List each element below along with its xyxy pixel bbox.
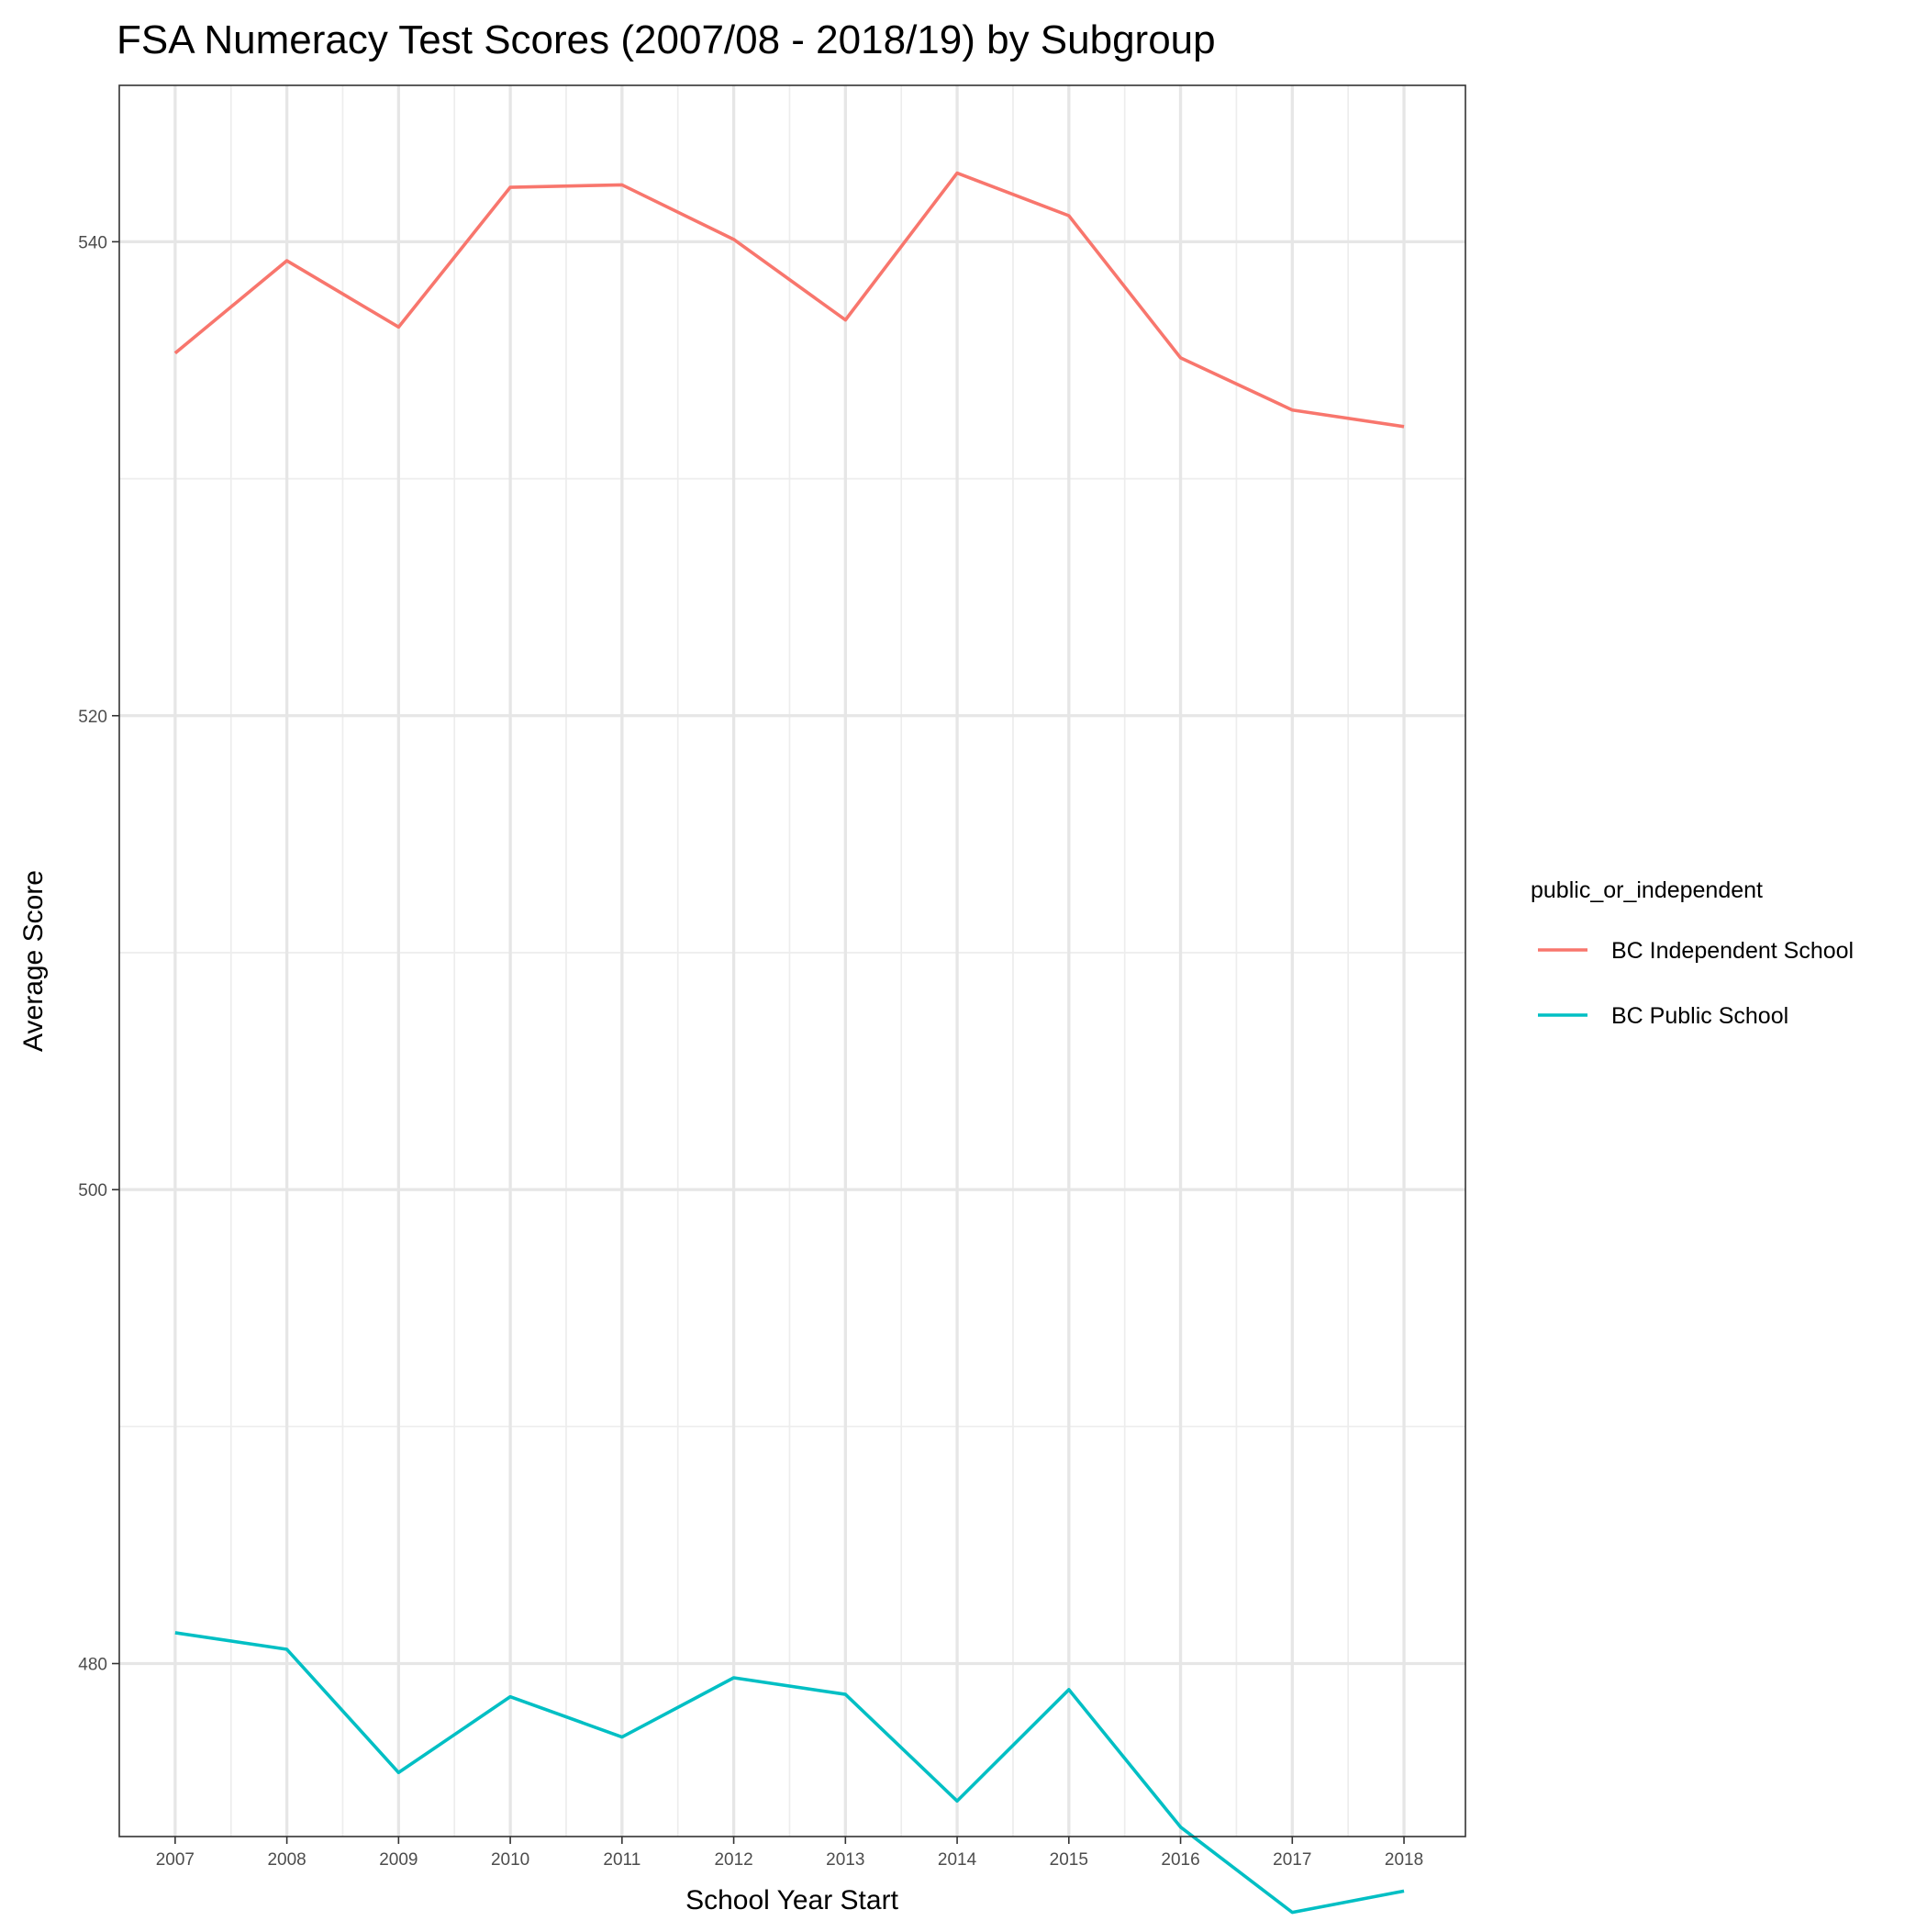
x-axis-title: School Year Start bbox=[685, 1885, 898, 1915]
minor-gridlines bbox=[119, 85, 1465, 1837]
legend-label-public: BC Public School bbox=[1611, 1003, 1788, 1029]
series-lines bbox=[173, 171, 1405, 1915]
x-tick-label: 2013 bbox=[826, 1850, 864, 1870]
x-tick-label: 2012 bbox=[714, 1850, 752, 1870]
x-tick-label: 2018 bbox=[1385, 1850, 1423, 1870]
x-tick-label: 2015 bbox=[1050, 1850, 1088, 1870]
plot-panel-border bbox=[118, 84, 1466, 1837]
series-line-independent bbox=[173, 171, 1405, 429]
x-axis: 2007 2008 2009 2010 2011 2012 2013 2014 2015 2016… bbox=[156, 1837, 1423, 1870]
x-tick-label: 2009 bbox=[379, 1850, 418, 1870]
x-tick-label: 2017 bbox=[1273, 1850, 1311, 1870]
y-axis: 480 500 520 540 bbox=[78, 233, 119, 1675]
chart-title: FSA Numeracy Test Scores (2007/08 - 2018… bbox=[117, 17, 1216, 62]
series-line-public bbox=[174, 1631, 1405, 1915]
y-tick-label: 540 bbox=[78, 233, 107, 252]
x-tick-label: 2011 bbox=[603, 1850, 640, 1870]
x-tick-label: 2010 bbox=[491, 1850, 529, 1870]
y-tick-label: 520 bbox=[78, 708, 107, 727]
y-tick-label: 480 bbox=[78, 1656, 107, 1675]
y-tick-label: 500 bbox=[78, 1181, 107, 1201]
y-axis-title: Average Score bbox=[18, 870, 49, 1052]
plot-panel-background bbox=[119, 85, 1465, 1837]
x-tick-label: 2008 bbox=[267, 1850, 306, 1870]
major-gridlines bbox=[119, 85, 1465, 1837]
legend-title: public_or_independent bbox=[1531, 877, 1763, 903]
x-tick-label: 2016 bbox=[1161, 1850, 1199, 1870]
legend: public_or_independent BC Independent Sch… bbox=[1531, 877, 1854, 1029]
legend-label-independent: BC Independent School bbox=[1611, 938, 1854, 964]
x-tick-label: 2007 bbox=[156, 1850, 195, 1870]
x-tick-label: 2014 bbox=[938, 1850, 977, 1870]
